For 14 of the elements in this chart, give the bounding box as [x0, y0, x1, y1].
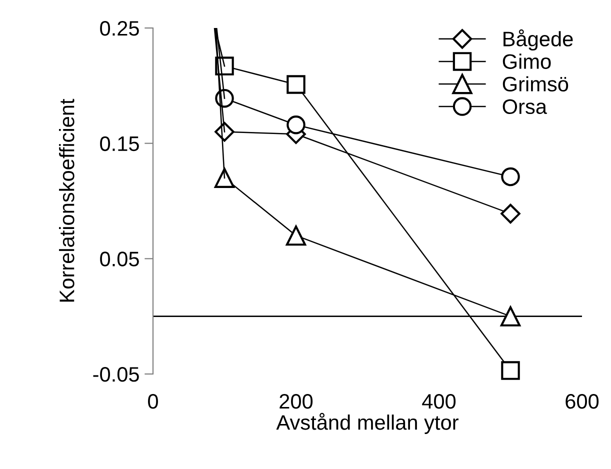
y-tick-label: -0.05 [93, 367, 139, 382]
legend-label: Orsa [502, 99, 547, 114]
x-tick-label: 0 [148, 394, 158, 409]
x-tick-label: 600 [566, 394, 599, 409]
y-tick-label: 0.25 [100, 21, 139, 36]
x-tick-label: 200 [280, 394, 313, 409]
legend-label: Grimsö [502, 76, 568, 92]
legend-label: Gimo [502, 54, 551, 69]
x-tick-label: 400 [422, 394, 456, 409]
y-tick-label: 0.15 [100, 136, 139, 152]
y-axis-title: Korrelationskoefficient [59, 98, 74, 302]
x-axis-title: Avstånd mellan ytor [276, 412, 458, 434]
y-tick-label: 0.05 [100, 252, 139, 266]
legend-label: Bågede [504, 29, 573, 51]
